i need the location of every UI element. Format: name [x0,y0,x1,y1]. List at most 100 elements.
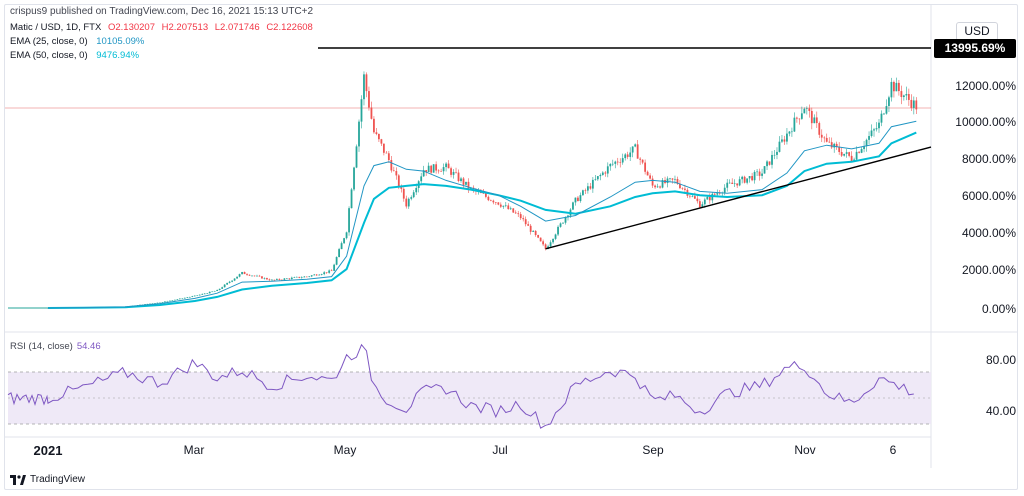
candle-body [649,175,651,179]
candle-body [544,244,547,249]
candle-body [830,142,833,148]
candle-body [624,154,627,159]
candle-body [885,106,888,114]
candle-body [863,146,865,150]
candle-body [360,99,363,122]
candle-body [385,152,388,154]
candle-body [738,179,741,186]
candle-body [248,274,251,276]
tradingview-logo[interactable]: TradingView [10,474,85,485]
candle-body [609,163,612,167]
candle-body [614,161,617,164]
candle-body [512,208,515,213]
currency-selector[interactable]: USD [956,22,998,41]
candle-body [345,232,348,239]
candle-body [532,230,535,232]
candle-body [542,241,545,245]
candle-body [666,178,669,183]
candle-body [295,276,298,278]
candle-body [308,276,311,277]
candle-body [223,284,226,288]
candle-body [706,196,709,200]
candle-body [820,134,823,138]
ema50-legend[interactable]: EMA (50, close, 0) 9476.94% [10,50,139,61]
candle-body [529,225,532,232]
candle-body [696,198,699,202]
candle-body [166,300,169,302]
candle-body [788,131,791,134]
candle-body [639,158,642,160]
candle-body [313,274,316,276]
candle-body [410,197,413,199]
candle-body [776,151,778,155]
ohlc-open: O2.130207 [107,22,155,33]
candle-body [554,234,557,239]
candle-body [865,139,868,147]
candle-body [549,242,552,247]
candle-body [181,298,184,300]
candle-body [149,303,151,305]
candle-body [420,176,423,182]
candle-body [159,302,161,304]
candle-body [258,275,261,277]
candle-body [315,274,318,276]
candle-body [912,100,915,108]
level-price-tag: 13995.69% [934,39,1016,58]
symbol-name[interactable]: Matic / USD, 1D, FTX [10,22,102,33]
candle-body [288,278,291,280]
time-tick: May [333,443,357,457]
candle-body [773,154,776,156]
candle-body [507,205,510,210]
candle-body [154,303,156,304]
candle-body [151,303,154,304]
candle-body [586,186,589,191]
candle-body [661,179,664,188]
candle-body [915,100,918,110]
candle-body [890,81,893,98]
candle-body [156,302,159,304]
candle-body [798,118,801,120]
candle-body [601,172,604,175]
candle-body [910,99,913,108]
candle-body [783,139,786,142]
candle-body [241,272,243,275]
candle-body [328,270,331,273]
rsi-legend[interactable]: RSI (14, close) 54.46 [10,341,101,352]
candle-body [552,238,554,243]
ohlc-low: L2.071746 [214,22,260,33]
time-tick: Mar [183,443,205,457]
candle-body [840,152,843,156]
candle-body [810,110,813,124]
candle-body [786,133,788,142]
candle-body [216,289,219,292]
candle-body [465,181,467,185]
candle-body [363,74,365,100]
candle-body [753,171,756,181]
candle-body [253,275,256,277]
candle-body [636,144,639,159]
candle-body [631,146,634,153]
candle-body [320,274,323,275]
rsi-line [7,343,914,429]
candle-body [646,171,649,176]
candle-body [517,213,520,215]
candle-body [805,108,808,109]
candle-body [392,170,395,172]
candle-body [425,170,428,173]
candle-body [873,129,875,131]
candle-body [703,199,706,205]
candle-body [335,257,338,265]
ema25-line [47,120,917,309]
tradingview-wordmark: TradingView [30,474,86,485]
candle-body [564,217,567,223]
ema25-legend[interactable]: EMA (25, close, 0) 10105.09% [10,36,144,47]
candle-body [226,282,229,285]
candle-body [716,193,719,195]
candle-body [146,303,149,305]
candle-body [450,168,452,175]
candle-body [562,222,564,224]
candle-body [591,179,594,189]
candle-body [203,293,206,295]
candle-body [489,200,492,201]
